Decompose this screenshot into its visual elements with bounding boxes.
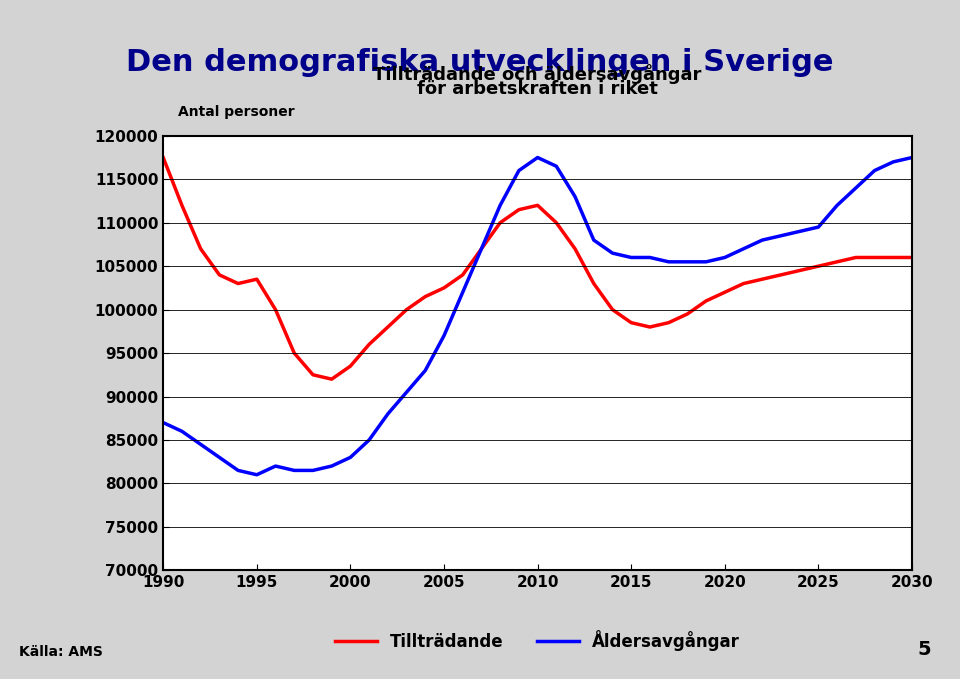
Text: för arbetskraften i riket: för arbetskraften i riket xyxy=(418,80,658,98)
Text: Antal personer: Antal personer xyxy=(178,105,294,120)
Text: Källa: AMS: Källa: AMS xyxy=(19,644,103,659)
Text: Tillträdande och äldersavgångar: Tillträdande och äldersavgångar xyxy=(373,65,702,84)
Text: 5: 5 xyxy=(918,640,931,659)
Legend: Tillträdande, Åldersavgångar: Tillträdande, Åldersavgångar xyxy=(328,623,747,658)
Text: Den demografiska utvecklingen i Sverige: Den demografiska utvecklingen i Sverige xyxy=(127,48,833,77)
